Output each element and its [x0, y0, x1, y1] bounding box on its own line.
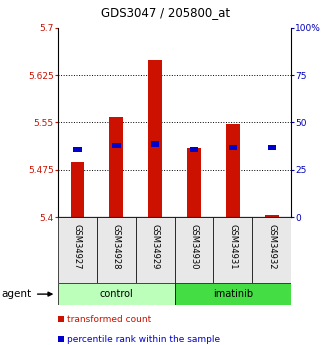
Bar — [97, 217, 136, 283]
Text: GSM34928: GSM34928 — [112, 224, 121, 269]
Bar — [252, 217, 291, 283]
Text: percentile rank within the sample: percentile rank within the sample — [67, 335, 220, 344]
Bar — [174, 283, 291, 305]
Text: GSM34930: GSM34930 — [190, 224, 199, 269]
Bar — [136, 217, 174, 283]
Bar — [229, 145, 237, 150]
Bar — [187, 148, 201, 217]
Text: transformed count: transformed count — [67, 315, 152, 324]
Bar — [174, 217, 213, 283]
Bar — [58, 336, 64, 342]
Bar — [190, 147, 198, 151]
Bar — [110, 117, 123, 217]
Bar — [151, 141, 160, 147]
Bar — [71, 162, 84, 217]
Bar — [112, 143, 120, 148]
Text: GSM34932: GSM34932 — [267, 224, 276, 269]
Text: control: control — [99, 289, 133, 299]
Bar — [213, 217, 252, 283]
Text: imatinib: imatinib — [213, 289, 253, 299]
Bar — [148, 60, 162, 217]
Text: GSM34927: GSM34927 — [73, 224, 82, 269]
Bar — [226, 124, 240, 217]
Text: GSM34929: GSM34929 — [151, 224, 160, 269]
Bar — [58, 217, 97, 283]
Bar — [58, 316, 64, 322]
Bar — [58, 283, 174, 305]
Text: GSM34931: GSM34931 — [228, 224, 237, 269]
Text: GDS3047 / 205800_at: GDS3047 / 205800_at — [101, 6, 230, 19]
Text: agent: agent — [2, 289, 32, 299]
Bar — [267, 145, 276, 150]
Bar — [73, 147, 82, 151]
Bar — [265, 216, 279, 217]
